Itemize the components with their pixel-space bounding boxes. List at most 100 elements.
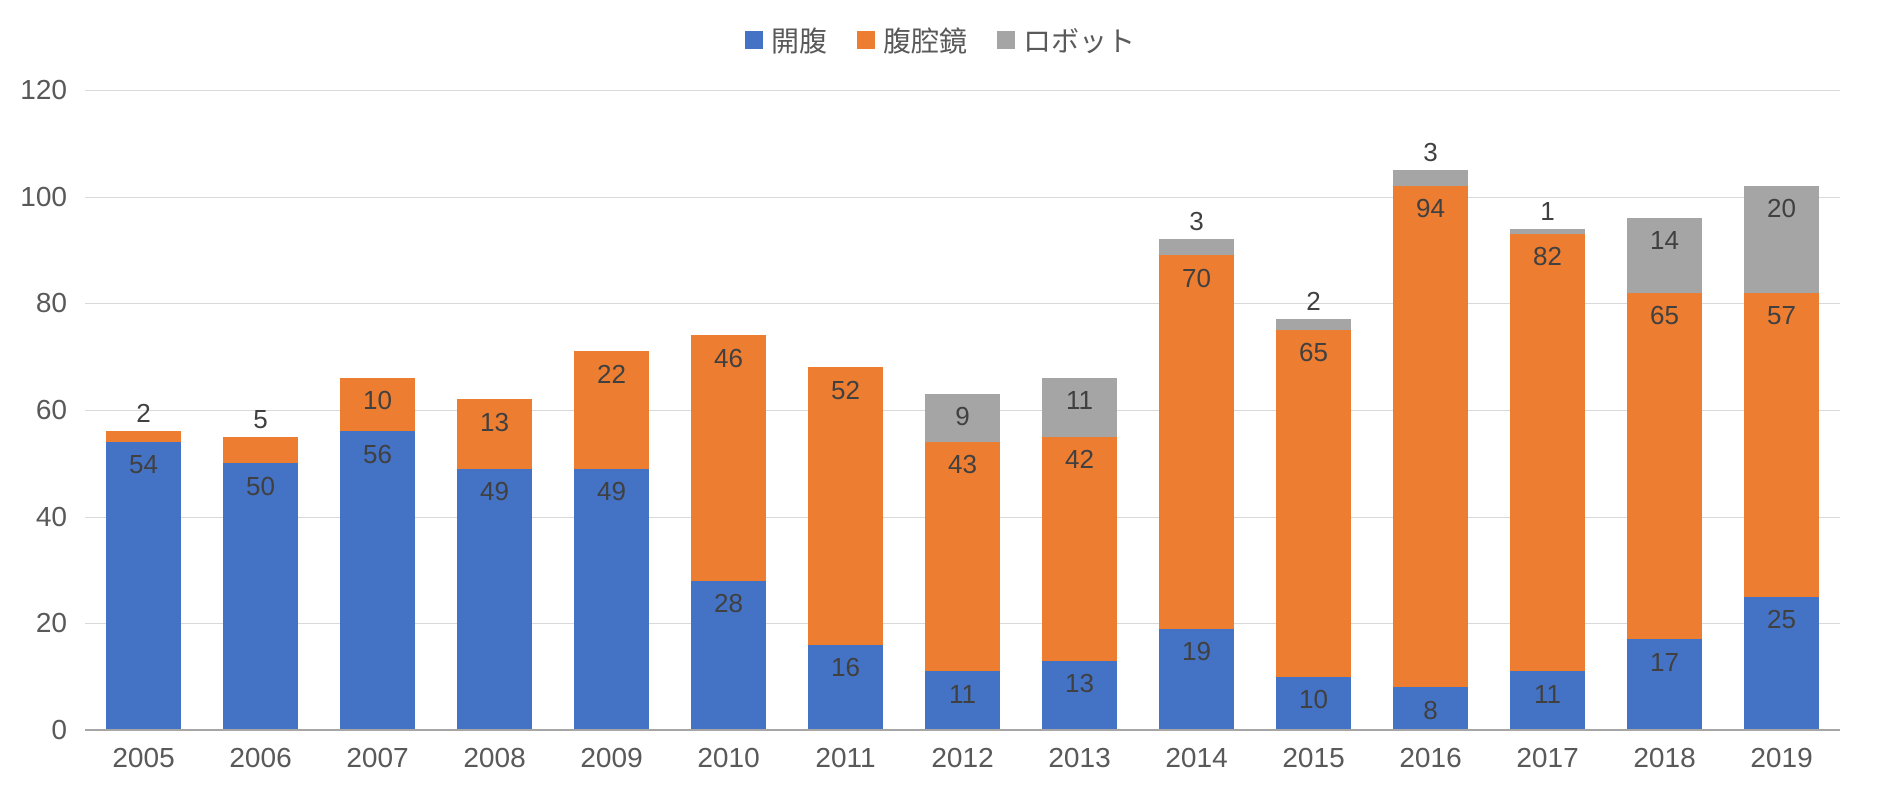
data-label: 10	[1276, 680, 1351, 715]
bar-group: 8 94 3	[1393, 90, 1468, 730]
x-tick-label: 2011	[815, 730, 875, 774]
data-label: 50	[223, 467, 298, 502]
bar-segment	[1393, 186, 1468, 687]
bar-segment	[223, 463, 298, 730]
data-label: 22	[574, 355, 649, 390]
bar-group: 56 10	[340, 90, 415, 730]
bar-group: 50 5	[223, 90, 298, 730]
data-label: 65	[1627, 296, 1702, 331]
data-label: 28	[691, 584, 766, 619]
x-tick-label: 2010	[697, 730, 759, 774]
data-label: 13	[457, 403, 532, 438]
x-tick-label: 2017	[1516, 730, 1578, 774]
data-label: 17	[1627, 643, 1702, 678]
y-tick-label: 60	[5, 394, 85, 426]
y-tick-label: 120	[5, 74, 85, 106]
y-tick-label: 100	[5, 181, 85, 213]
x-tick-label: 2016	[1399, 730, 1461, 774]
x-tick-label: 2007	[346, 730, 408, 774]
bar-group: 10 65 2	[1276, 90, 1351, 730]
bar-group: 542	[106, 90, 181, 730]
data-label: 49	[457, 472, 532, 507]
y-tick-label: 0	[5, 714, 85, 746]
bar-segment	[1276, 319, 1351, 330]
bar-group: 11 43 9	[925, 90, 1000, 730]
data-label: 9	[925, 397, 1000, 432]
data-label: 11	[925, 675, 1000, 710]
bar-segment	[1276, 330, 1351, 677]
bar-segment	[457, 469, 532, 730]
plot-area: 5425055610491349222846165211439134211197…	[85, 90, 1840, 730]
chart-legend: 開腹 腹腔鏡 ロボット	[0, 20, 1880, 60]
y-tick-label: 40	[5, 501, 85, 533]
legend-label: ロボット	[1023, 20, 1135, 60]
data-label: 14	[1627, 221, 1702, 256]
legend-swatch	[857, 31, 875, 49]
bar-segment	[1510, 229, 1585, 234]
data-label: 1	[1510, 196, 1585, 229]
bar-segment	[1159, 239, 1234, 255]
x-tick-label: 2014	[1165, 730, 1227, 774]
bar-segment	[340, 431, 415, 730]
data-label: 65	[1276, 333, 1351, 368]
bar-segment	[574, 469, 649, 730]
data-label: 43	[925, 445, 1000, 480]
data-label: 13	[1042, 664, 1117, 699]
data-label: 3	[1393, 137, 1468, 170]
x-tick-label: 2009	[580, 730, 642, 774]
bar-segment	[808, 367, 883, 644]
y-tick-label: 20	[5, 607, 85, 639]
data-label: 57	[1744, 296, 1819, 331]
bar-segment	[1627, 293, 1702, 640]
x-tick-label: 2012	[931, 730, 993, 774]
bars-layer: 5425055610491349222846165211439134211197…	[85, 90, 1840, 730]
bar-segment	[106, 431, 181, 442]
data-label: 3	[1159, 206, 1234, 239]
bar-group: 1652	[808, 90, 883, 730]
data-label: 20	[1744, 189, 1819, 224]
bar-group: 19 70 3	[1159, 90, 1234, 730]
bar-segment	[1159, 255, 1234, 628]
data-label: 82	[1510, 237, 1585, 272]
bar-group: 11 82 1	[1510, 90, 1585, 730]
legend-label: 開腹	[771, 20, 827, 60]
data-label: 25	[1744, 600, 1819, 635]
legend-item: ロボット	[997, 20, 1135, 60]
bar-segment	[223, 437, 298, 464]
data-label: 8	[1393, 691, 1468, 726]
x-tick-label: 2013	[1048, 730, 1110, 774]
x-tick-label: 2018	[1633, 730, 1695, 774]
data-label: 10	[340, 381, 415, 416]
data-label: 94	[1393, 189, 1468, 224]
bar-group: 28 46	[691, 90, 766, 730]
data-label: 70	[1159, 259, 1234, 294]
data-label: 49	[574, 472, 649, 507]
data-label: 52	[808, 371, 883, 406]
x-tick-label: 2005	[112, 730, 174, 774]
x-tick-label: 2008	[463, 730, 525, 774]
data-label: 19	[1159, 632, 1234, 667]
bar-segment	[1744, 293, 1819, 597]
bar-group: 17 65 14	[1627, 90, 1702, 730]
data-label: 16	[808, 648, 883, 683]
bar-segment	[1510, 234, 1585, 671]
x-tick-label: 2006	[229, 730, 291, 774]
legend-label: 腹腔鏡	[883, 20, 967, 60]
data-label: 11	[1510, 675, 1585, 710]
stacked-bar-chart: 開腹腹腔鏡ロボット 542505561049134922284616521143…	[0, 0, 1880, 800]
legend-swatch	[745, 31, 763, 49]
bar-group: 13 42 11	[1042, 90, 1117, 730]
data-label: 56	[340, 435, 415, 470]
legend-item: 開腹	[745, 20, 827, 60]
data-label: 46	[691, 339, 766, 374]
legend-swatch	[997, 31, 1015, 49]
data-label: 2	[106, 398, 181, 431]
data-label: 54	[106, 445, 181, 480]
data-label: 2	[1276, 286, 1351, 319]
bar-segment	[1393, 170, 1468, 186]
data-label: 5	[223, 404, 298, 437]
bar-group: 49 13	[457, 90, 532, 730]
bar-group: 49 22	[574, 90, 649, 730]
data-label: 11	[1042, 381, 1117, 416]
data-label: 42	[1042, 440, 1117, 475]
